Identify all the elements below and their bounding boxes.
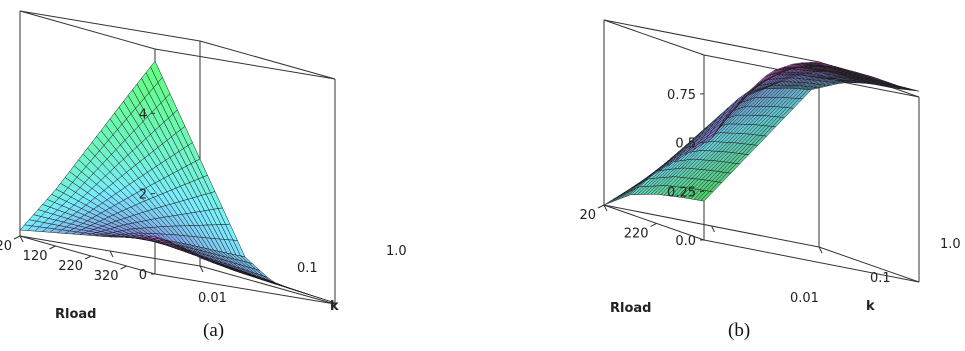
box-edge	[19, 10, 201, 42]
rload-tick-mark	[120, 265, 127, 270]
surface-cell	[809, 61, 823, 64]
z-tick-label: 0.5	[675, 137, 696, 152]
k-tick-mark	[19, 235, 24, 243]
z-tick-label: 2	[139, 188, 147, 203]
surface-plot-a: 0 2 4 320 220 120 20 0.01 0.1 1.0 Rload k	[0, 10, 407, 322]
box-edge	[818, 246, 920, 283]
box-edge	[199, 40, 336, 80]
k-axis-label: k	[866, 299, 875, 314]
rload-tick-mark	[84, 255, 92, 260]
k-tick-label: 0.01	[198, 291, 227, 306]
box-edge	[603, 19, 705, 56]
rload-axis-label: Rload	[55, 307, 96, 322]
k-axis-label: k	[330, 299, 339, 314]
z-tick-label: 0	[139, 268, 147, 283]
rload-tick-label: 20	[0, 239, 12, 254]
rload-tick-mark	[597, 204, 605, 209]
k-tick-mark	[711, 225, 715, 233]
box-edge	[154, 48, 336, 80]
box-edge	[19, 235, 156, 275]
k-tick-label: 1.0	[940, 237, 961, 252]
rload-tick-label: 220	[624, 226, 649, 241]
z-tick-label: 4	[139, 107, 147, 122]
rload-tick-mark	[13, 235, 21, 240]
k-tick-mark	[199, 265, 204, 273]
z-tick-label: 0.25	[667, 185, 696, 200]
z-tick-label: 0.0	[675, 234, 696, 249]
z-tick-label: 0.75	[667, 88, 696, 103]
caption-a: (a)	[203, 320, 225, 341]
rload-tick-mark	[650, 222, 657, 227]
k-tick-label: 0.1	[297, 261, 318, 276]
box-edge	[19, 10, 156, 50]
rload-tick-label: 220	[58, 259, 83, 274]
chart-panel-b: 0.0 0.25 0.5 0.75 220 20 0.01 0.1 1.0 Rload k (b)	[482, 0, 964, 351]
box-edge	[154, 273, 336, 305]
box-edge	[199, 265, 336, 305]
box-edge	[603, 204, 705, 241]
rload-tick-label: 20	[579, 208, 596, 223]
k-tick-label: 0.1	[870, 271, 891, 286]
k-tick-label: 1.0	[386, 244, 407, 259]
rload-axis-label: Rload	[610, 301, 651, 316]
rload-tick-mark	[49, 245, 56, 250]
k-tick-mark	[603, 204, 608, 212]
k-tick-mark	[109, 250, 114, 258]
rload-tick-label: 320	[94, 269, 119, 284]
surface-cell	[192, 253, 205, 260]
surface-plot-b: 0.0 0.25 0.5 0.75 220 20 0.01 0.1 1.0 Rload k	[579, 19, 961, 316]
box-edge	[603, 19, 820, 63]
k-tick-label: 0.01	[790, 291, 819, 306]
chart-panel-a: 0 2 4 320 220 120 20 0.01 0.1 1.0 Rload k (a)	[0, 0, 482, 351]
box-edge	[703, 239, 920, 283]
k-tick-mark	[818, 246, 823, 254]
caption-b: (b)	[728, 320, 751, 341]
rload-tick-label: 120	[23, 249, 48, 264]
